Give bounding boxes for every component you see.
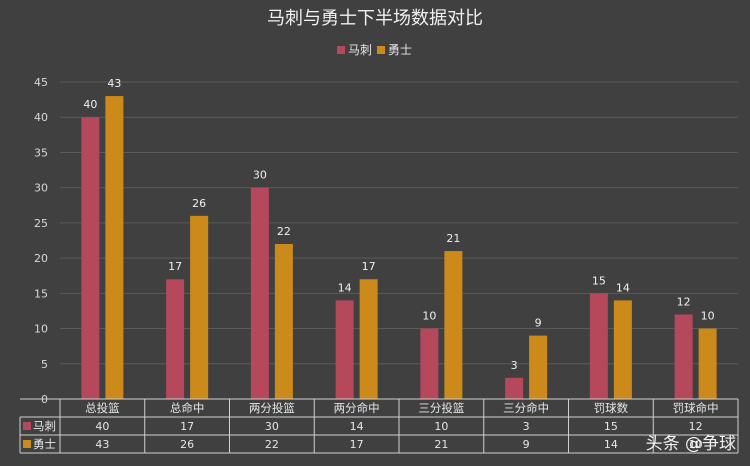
table-cell: 17 [180,420,194,433]
watermark: 头条 @争球 [645,434,736,454]
bar-2-2 [190,215,209,399]
y-tick-label: 45 [34,76,48,89]
x-tick-label: 两分投篮 [249,401,295,415]
data-label: 17 [168,260,182,273]
bar-1-8 [674,314,693,399]
table-cell: 10 [434,420,448,433]
chart-title: 马刺与勇士下半场数据对比 [267,8,483,29]
bar-1-7 [589,293,608,399]
data-label: 17 [362,260,376,273]
data-label: 15 [592,274,606,287]
data-label: 9 [535,317,542,330]
data-label: 14 [338,281,352,294]
x-tick-label: 罚球数 [594,401,629,415]
y-tick-label: 5 [41,358,48,371]
table-cell: 21 [434,438,448,451]
x-tick-label: 三分投篮 [418,401,464,415]
table-cell: 10 [689,438,703,451]
y-tick-label: 25 [34,217,48,230]
data-label: 3 [511,359,518,372]
table-cell: 12 [689,420,703,433]
data-label: 12 [677,295,691,308]
data-label: 40 [83,98,97,111]
table-cell: 15 [604,420,618,433]
data-label: 30 [253,169,267,182]
bar-1-6 [505,377,524,399]
legend-swatch-1 [337,46,345,54]
x-tick-label: 两分命中 [334,401,380,415]
bar-2-5 [444,251,463,399]
y-tick-label: 10 [34,323,48,336]
data-label: 22 [277,225,291,238]
bar-2-6 [529,335,548,399]
bar-2-7 [613,300,632,399]
table-cell: 9 [523,438,530,451]
table-cell: 26 [180,438,194,451]
x-tick-label: 三分命中 [503,401,549,415]
table-cell: 30 [265,420,279,433]
bar-1-2 [166,279,185,399]
y-tick-label: 15 [34,287,48,300]
y-tick-label: 30 [34,182,48,195]
x-tick-label: 总命中 [170,401,205,415]
table-series-label: 勇士 [33,437,56,451]
table-swatch-2 [23,440,31,448]
x-tick-label: 总投篮 [85,401,120,415]
table-cell: 40 [95,420,109,433]
y-tick-label: 20 [34,252,48,265]
table-swatch-1 [23,422,31,430]
legend-swatch-2 [377,46,385,54]
bar-2-8 [698,328,717,399]
data-label: 26 [192,197,206,210]
table-cell: 3 [523,420,530,433]
y-tick-label: 40 [34,111,48,124]
bar-2-3 [274,244,293,399]
data-label: 21 [446,232,460,245]
bar-2-4 [359,279,378,399]
data-label: 43 [107,77,121,90]
table-cell: 14 [604,438,618,451]
legend-label-1: 马刺 [348,43,372,57]
legend-label-2: 勇士 [388,43,412,57]
table-cell: 43 [95,438,109,451]
bar-1-3 [250,187,269,399]
bar-1-5 [420,328,439,399]
table-cell: 14 [350,420,364,433]
y-tick-label: 35 [34,146,48,159]
bar-1-4 [335,300,354,399]
data-label: 10 [701,310,715,323]
table-series-label: 马刺 [33,419,56,433]
table-cell: 22 [265,438,279,451]
bar-2-1 [105,96,124,399]
data-label: 10 [422,310,436,323]
bar-1-1 [81,117,100,399]
x-tick-label: 罚球命中 [673,401,719,415]
data-label: 14 [616,281,630,294]
table-cell: 17 [350,438,364,451]
